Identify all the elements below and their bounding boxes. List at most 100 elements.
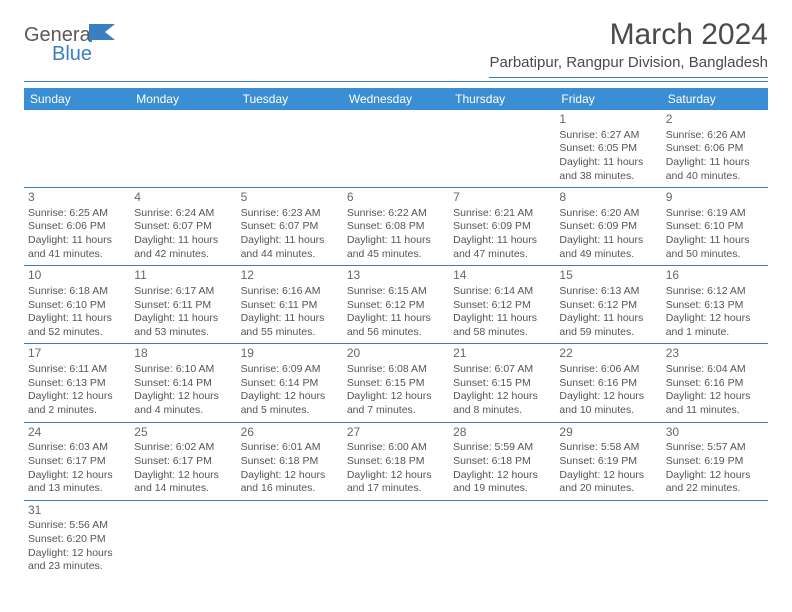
day-info-line: Daylight: 12 hours [134,390,232,404]
day-info-line: Sunset: 6:16 PM [666,377,764,391]
day-number: 3 [28,190,126,206]
day-info-line: Sunrise: 6:27 AM [559,129,657,143]
day-of-week-cell: Wednesday [343,88,449,110]
day-cell: 4Sunrise: 6:24 AMSunset: 6:07 PMDaylight… [130,188,236,265]
day-info-line: Sunrise: 6:02 AM [134,441,232,455]
day-info-line: Sunrise: 6:01 AM [241,441,339,455]
divider [24,81,768,82]
day-cell: 27Sunrise: 6:00 AMSunset: 6:18 PMDayligh… [343,423,449,500]
header: Genera Blue March 2024 Parbatipur, Rangp… [24,18,768,78]
day-cell: 21Sunrise: 6:07 AMSunset: 6:15 PMDayligh… [449,344,555,421]
day-info-line: Sunset: 6:15 PM [453,377,551,391]
day-number: 27 [347,425,445,441]
day-info-line: Sunrise: 5:57 AM [666,441,764,455]
day-cell: 18Sunrise: 6:10 AMSunset: 6:14 PMDayligh… [130,344,236,421]
day-info-line: Daylight: 12 hours [28,547,126,561]
day-info-line: Sunrise: 6:00 AM [347,441,445,455]
day-info-line: Daylight: 12 hours [666,312,764,326]
day-info-line: Sunset: 6:15 PM [347,377,445,391]
day-info-line: and 55 minutes. [241,326,339,340]
day-info-line: Sunrise: 6:21 AM [453,207,551,221]
day-info-line: Daylight: 11 hours [241,234,339,248]
day-info-line: Daylight: 12 hours [347,469,445,483]
day-cell: 29Sunrise: 5:58 AMSunset: 6:19 PMDayligh… [555,423,661,500]
day-info-line: Daylight: 11 hours [453,312,551,326]
day-number: 15 [559,268,657,284]
day-info-line: and 19 minutes. [453,482,551,496]
day-number: 4 [134,190,232,206]
day-info-line: Sunset: 6:12 PM [559,299,657,313]
day-info-line: and 11 minutes. [666,404,764,418]
day-info-line: and 41 minutes. [28,248,126,262]
week-row: 1Sunrise: 6:27 AMSunset: 6:05 PMDaylight… [24,110,768,188]
day-info-line: Daylight: 12 hours [453,390,551,404]
day-info-line: Daylight: 12 hours [666,390,764,404]
day-info-line: Sunrise: 6:26 AM [666,129,764,143]
day-info-line: Daylight: 12 hours [241,469,339,483]
day-info-line: Sunset: 6:09 PM [453,220,551,234]
day-info-line: and 44 minutes. [241,248,339,262]
day-number: 12 [241,268,339,284]
day-of-week-cell: Monday [130,88,236,110]
day-info-line: Daylight: 11 hours [28,312,126,326]
day-info-line: Sunrise: 6:03 AM [28,441,126,455]
week-row: 3Sunrise: 6:25 AMSunset: 6:06 PMDaylight… [24,188,768,266]
day-number: 23 [666,346,764,362]
day-info-line: Sunset: 6:08 PM [347,220,445,234]
day-cell [662,501,768,578]
day-info-line: Sunset: 6:10 PM [28,299,126,313]
day-of-week-cell: Tuesday [237,88,343,110]
day-info-line: Sunset: 6:19 PM [559,455,657,469]
day-info-line: Sunset: 6:18 PM [453,455,551,469]
day-info-line: and 16 minutes. [241,482,339,496]
day-info-line: and 20 minutes. [559,482,657,496]
day-cell [449,110,555,187]
day-cell: 20Sunrise: 6:08 AMSunset: 6:15 PMDayligh… [343,344,449,421]
day-cell: 7Sunrise: 6:21 AMSunset: 6:09 PMDaylight… [449,188,555,265]
day-of-week-cell: Saturday [662,88,768,110]
day-info-line: Sunset: 6:11 PM [241,299,339,313]
day-number: 6 [347,190,445,206]
day-number: 30 [666,425,764,441]
day-info-line: Sunrise: 6:23 AM [241,207,339,221]
day-number: 25 [134,425,232,441]
day-info-line: and 59 minutes. [559,326,657,340]
day-info-line: Daylight: 11 hours [559,312,657,326]
day-info-line: Sunrise: 6:20 AM [559,207,657,221]
day-cell [130,110,236,187]
day-number: 16 [666,268,764,284]
day-info-line: Daylight: 11 hours [559,234,657,248]
day-info-line: Sunrise: 6:13 AM [559,285,657,299]
day-info-line: Sunset: 6:12 PM [453,299,551,313]
day-number: 10 [28,268,126,284]
day-info-line: Sunset: 6:06 PM [666,142,764,156]
day-info-line: Sunrise: 6:09 AM [241,363,339,377]
day-info-line: Daylight: 11 hours [28,234,126,248]
day-cell: 11Sunrise: 6:17 AMSunset: 6:11 PMDayligh… [130,266,236,343]
day-info-line: Daylight: 12 hours [28,469,126,483]
day-cell: 31Sunrise: 5:56 AMSunset: 6:20 PMDayligh… [24,501,130,578]
day-number: 9 [666,190,764,206]
day-info-line: Daylight: 11 hours [241,312,339,326]
day-info-line: Sunrise: 6:16 AM [241,285,339,299]
day-info-line: and 58 minutes. [453,326,551,340]
day-info-line: Daylight: 12 hours [347,390,445,404]
day-of-week-cell: Friday [555,88,661,110]
day-info-line: Daylight: 12 hours [559,469,657,483]
day-number: 8 [559,190,657,206]
day-info-line: Sunset: 6:13 PM [666,299,764,313]
day-of-week-header: SundayMondayTuesdayWednesdayThursdayFrid… [24,88,768,110]
day-info-line: Sunset: 6:07 PM [134,220,232,234]
day-info-line: Daylight: 12 hours [666,469,764,483]
day-cell: 30Sunrise: 5:57 AMSunset: 6:19 PMDayligh… [662,423,768,500]
day-info-line: Sunrise: 6:04 AM [666,363,764,377]
day-info-line: Daylight: 12 hours [28,390,126,404]
day-cell: 9Sunrise: 6:19 AMSunset: 6:10 PMDaylight… [662,188,768,265]
day-info-line: Sunset: 6:11 PM [134,299,232,313]
day-info-line: Sunset: 6:05 PM [559,142,657,156]
day-number: 2 [666,112,764,128]
day-info-line: Sunset: 6:09 PM [559,220,657,234]
day-info-line: and 47 minutes. [453,248,551,262]
day-number: 20 [347,346,445,362]
day-info-line: Daylight: 11 hours [347,234,445,248]
